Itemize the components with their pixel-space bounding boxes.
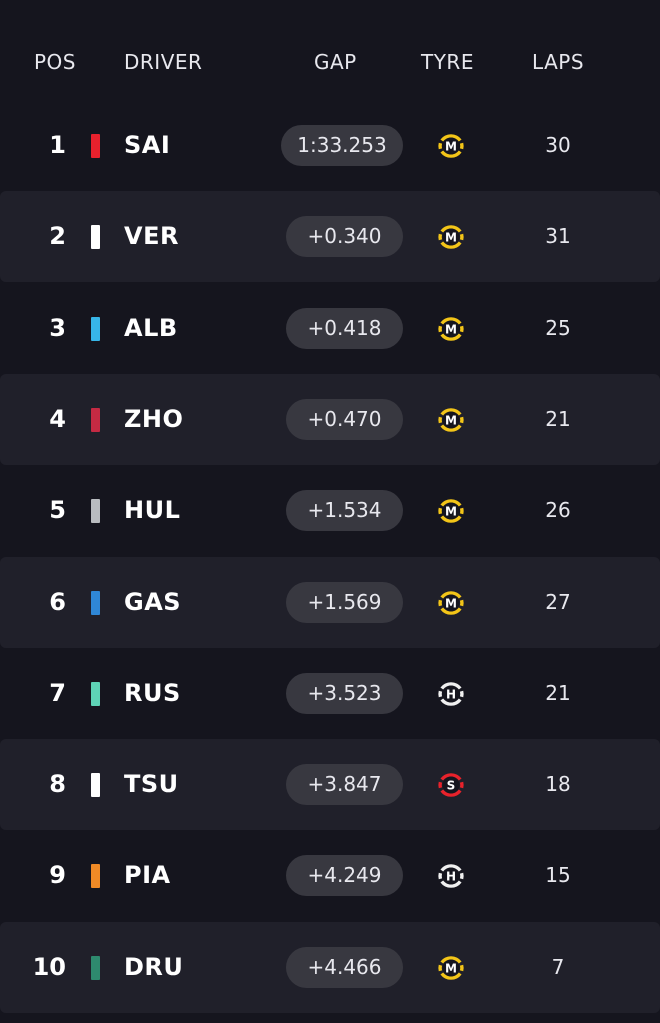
hard-tyre-icon: H <box>438 682 464 706</box>
gap-pill: +0.470 <box>286 398 403 440</box>
driver-code: ZHO <box>124 404 184 433</box>
tyre-compound-letter: M <box>445 413 457 427</box>
team-color-bar <box>91 864 100 889</box>
gap-pill: +1.534 <box>286 490 403 532</box>
tyre-compound-letter: M <box>445 140 457 154</box>
gap-pill: +0.418 <box>286 307 403 349</box>
team-color-bar <box>91 134 100 158</box>
laps-count: 21 <box>545 680 571 705</box>
position-number: 2 <box>49 222 66 251</box>
medium-tyre-icon: M <box>438 225 464 250</box>
driver-code: PIA <box>124 861 171 890</box>
medium-tyre-icon: M <box>438 316 464 341</box>
team-color-bar <box>91 407 100 432</box>
driver-code: RUS <box>124 678 181 707</box>
tyre-compound-letter: M <box>445 961 457 975</box>
gap-pill: +1.569 <box>286 581 403 623</box>
position-number: 8 <box>49 770 66 799</box>
position-number: 9 <box>49 861 66 890</box>
tyre-compound-letter: S <box>447 779 456 793</box>
position-number: 10 <box>32 952 66 981</box>
medium-tyre-icon: M <box>438 134 464 158</box>
gap-pill: +4.249 <box>286 855 403 897</box>
team-color-bar <box>91 225 100 250</box>
table-row[interactable]: 9 PIA +4.249 H 15 <box>0 830 660 921</box>
position-number: 6 <box>49 587 66 616</box>
tyre-compound-letter: M <box>445 505 457 519</box>
laps-count: 31 <box>545 224 571 249</box>
driver-code: TSU <box>124 770 179 799</box>
driver-column-header: DRIVER <box>124 50 203 74</box>
driver-code: VER <box>124 222 179 251</box>
team-color-bar <box>91 955 100 980</box>
gap-column-header: GAP <box>314 50 357 74</box>
table-row[interactable]: 7 RUS +3.523 H 21 <box>0 648 660 739</box>
laps-column-header: LAPS <box>532 50 585 74</box>
driver-code: DRU <box>124 952 184 981</box>
laps-count: 27 <box>545 589 571 614</box>
gap-pill: +3.847 <box>286 764 403 806</box>
tyre-compound-letter: M <box>445 596 457 610</box>
driver-code: GAS <box>124 587 182 616</box>
position-number: 4 <box>49 404 66 433</box>
team-color-bar <box>91 316 100 341</box>
position-number: 3 <box>49 313 66 342</box>
laps-count: 25 <box>545 315 571 340</box>
laps-count: 15 <box>545 863 571 888</box>
hard-tyre-icon: H <box>438 864 464 889</box>
lap-time-pill: 1:33.253 <box>281 125 403 166</box>
laps-count: 21 <box>545 406 571 431</box>
table-header: POS DRIVER GAP TYRE LAPS <box>0 0 660 108</box>
medium-tyre-icon: M <box>438 955 464 980</box>
position-number: 5 <box>49 496 66 525</box>
table-row[interactable]: 4 ZHO +0.470 M 21 <box>0 373 660 465</box>
driver-code: ALB <box>124 313 178 342</box>
medium-tyre-icon: M <box>438 590 464 615</box>
gap-pill: +4.466 <box>286 946 403 988</box>
medium-tyre-icon: M <box>438 408 464 432</box>
table-row[interactable]: 8 TSU +3.847 S 18 <box>0 739 660 831</box>
tyre-column-header: TYRE <box>421 50 474 74</box>
laps-count: 7 <box>551 954 565 979</box>
gap-pill: +3.523 <box>286 672 403 714</box>
tyre-compound-letter: M <box>445 231 457 245</box>
position-number: 7 <box>49 678 66 707</box>
pos-column-header: POS <box>34 50 76 74</box>
laps-count: 30 <box>545 133 571 157</box>
position-number: 1 <box>49 131 66 159</box>
team-color-bar <box>91 590 100 615</box>
table-row[interactable]: 2 VER +0.340 M 31 <box>0 191 660 283</box>
tyre-compound-letter: M <box>445 322 457 336</box>
soft-tyre-icon: S <box>438 773 464 797</box>
driver-code: SAI <box>124 131 171 159</box>
team-color-bar <box>91 499 100 524</box>
table-row[interactable]: 1 SAI 1:33.253 M 30 <box>0 100 660 191</box>
gap-pill: +0.340 <box>286 216 403 258</box>
tyre-compound-letter: H <box>446 687 456 701</box>
laps-count: 18 <box>545 772 571 797</box>
table-row[interactable]: 10 DRU +4.466 M 7 <box>0 921 660 1013</box>
laps-count: 26 <box>545 498 571 523</box>
driver-code: HUL <box>124 496 181 525</box>
table-row[interactable]: 5 HUL +1.534 M 26 <box>0 465 660 556</box>
tyre-compound-letter: H <box>446 870 456 884</box>
team-color-bar <box>91 681 100 706</box>
team-color-bar <box>91 773 100 798</box>
table-row[interactable]: 6 GAS +1.569 M 27 <box>0 556 660 648</box>
medium-tyre-icon: M <box>438 499 464 523</box>
table-row[interactable]: 3 ALB +0.418 M 25 <box>0 283 660 374</box>
